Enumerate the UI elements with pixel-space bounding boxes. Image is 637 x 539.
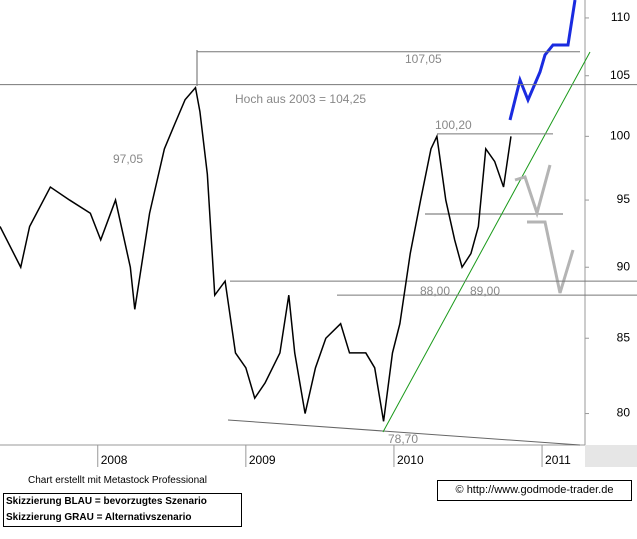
legend-box: Skizzierung BLAU = bevorzugtes Szenario … [3, 493, 242, 527]
x-tick-label: 2010 [397, 453, 424, 467]
scenario-blue [508, 0, 577, 121]
y-tick-label: 105 [610, 68, 630, 82]
scenario-grey [514, 164, 552, 219]
legend-line: Skizzierung BLAU = bevorzugtes Szenario [6, 496, 207, 507]
y-tick-label: 100 [610, 129, 630, 143]
corner-box [585, 445, 637, 467]
x-tick-label: 2008 [101, 453, 128, 467]
y-tick-label: 95 [617, 192, 631, 206]
level-label: 88,00 [420, 284, 450, 298]
chart: 80 85 90 95 100 105 110 2008 2009 2010 2011 107,05 H… [0, 0, 637, 467]
credit: Chart erstellt mit Metastock Professiona… [28, 475, 207, 486]
level-label: 89,00 [470, 284, 500, 298]
level-label: 78,70 [388, 432, 418, 446]
trend-line [227, 419, 581, 446]
y-tick-label: 110 [611, 10, 630, 24]
level-label: 100,20 [435, 118, 472, 132]
x-tick-label: 2011 [545, 453, 571, 467]
x-tick-label: 2009 [249, 453, 276, 467]
price-line [0, 85, 512, 422]
source: © http://www.godmode-trader.de [437, 480, 632, 501]
y-tick-label: 90 [617, 259, 631, 273]
level-label: Hoch aus 2003 = 104,25 [235, 92, 366, 106]
legend-line: Skizzierung GRAU = Alternativszenario [6, 512, 192, 523]
y-tick-label: 80 [617, 406, 631, 420]
level-label: 97,05 [113, 152, 143, 166]
y-tick-label: 85 [617, 330, 631, 344]
scenario-grey [527, 220, 575, 294]
level-label: 107,05 [405, 52, 442, 66]
trend-line [382, 51, 591, 433]
